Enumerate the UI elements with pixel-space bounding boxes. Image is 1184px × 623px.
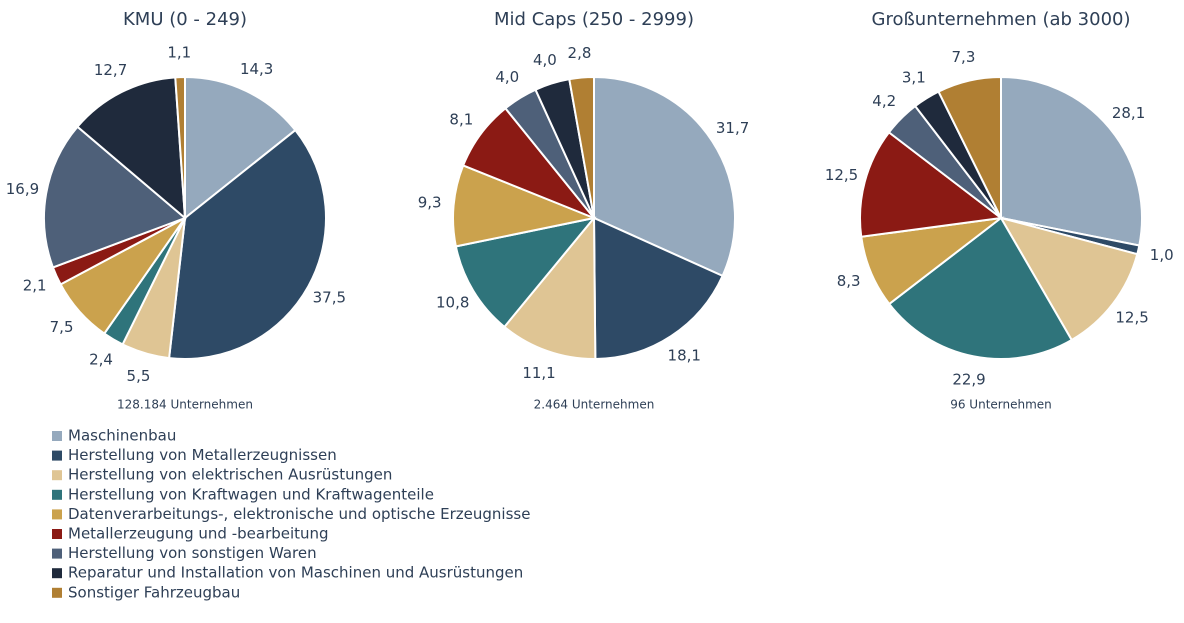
legend-swatch <box>52 450 62 461</box>
legend-swatch <box>52 548 62 559</box>
pie-slice <box>452 164 598 248</box>
pie-slice <box>1000 75 1144 247</box>
data-label: 18,1 <box>668 347 701 365</box>
data-label: 12,7 <box>94 61 127 79</box>
pie-slice <box>568 75 595 219</box>
data-label: 9,3 <box>418 194 442 212</box>
data-label: 7,3 <box>952 48 976 66</box>
pie-slice <box>76 76 187 221</box>
legend-label: Herstellung von Metallerzeugnissen <box>68 446 337 464</box>
chart-note: 2.464 Unternehmen <box>534 398 655 412</box>
legend-label: Herstellung von elektrischen Ausrüstunge… <box>68 466 392 484</box>
legend-label: Maschinenbau <box>68 427 176 445</box>
data-label: 11,1 <box>522 364 555 382</box>
data-label: 31,7 <box>716 119 749 137</box>
pie-slice <box>174 75 186 219</box>
data-label: 1,0 <box>1150 246 1174 264</box>
data-label: 8,1 <box>449 110 473 128</box>
legend-label: Sonstiger Fahrzeugbau <box>68 583 240 601</box>
legend-label: Herstellung von Kraftwagen und Kraftwage… <box>68 485 434 503</box>
legend-label: Datenverarbeitungs-, elektronische und o… <box>68 505 530 523</box>
legend-swatch <box>52 470 62 481</box>
data-label: 7,5 <box>50 318 74 336</box>
legend-swatch <box>52 568 62 579</box>
pie-slice <box>43 125 187 269</box>
chart-title: Mid Caps (250 - 2999) <box>494 9 694 30</box>
legend-swatch <box>52 529 62 539</box>
data-label: 1,1 <box>167 44 191 62</box>
data-label: 2,1 <box>23 276 47 294</box>
legend-label: Metallerzeugung und -bearbeitung <box>68 525 329 543</box>
data-label: 12,5 <box>1115 309 1148 327</box>
data-label: 16,9 <box>6 180 39 198</box>
legend-swatch <box>52 489 62 500</box>
pie-slice <box>167 128 327 360</box>
chart-title: Großunternehmen (ab 3000) <box>872 9 1131 30</box>
data-label: 8,3 <box>837 272 861 290</box>
data-label: 14,3 <box>240 60 273 78</box>
pie-slice <box>592 216 724 361</box>
pie-slice <box>454 216 597 329</box>
pie-slice <box>184 75 297 221</box>
chart-title: KMU (0 - 249) <box>123 9 247 30</box>
pie-slice <box>593 75 736 278</box>
data-label: 28,1 <box>1112 104 1145 122</box>
legend-label: Herstellung von sonstigen Waren <box>68 544 317 562</box>
legend-swatch <box>52 587 62 598</box>
chart-note: 96 Unternehmen <box>950 398 1052 412</box>
legend-swatch <box>52 431 62 441</box>
pie-slice <box>937 75 1002 219</box>
chart-note: 128.184 Unternehmen <box>117 398 253 412</box>
pie-slice <box>887 216 1074 360</box>
data-label: 10,8 <box>436 294 469 312</box>
legend-label: Reparatur und Installation von Maschinen… <box>68 564 523 582</box>
data-label: 3,1 <box>902 68 926 86</box>
legend-swatch <box>52 509 62 520</box>
data-label: 12,5 <box>825 166 858 184</box>
data-label: 37,5 <box>313 288 346 306</box>
data-label: 4,2 <box>872 92 896 110</box>
data-label: 2,4 <box>89 351 113 369</box>
data-label: 4,0 <box>533 51 557 69</box>
data-label: 22,9 <box>952 370 985 388</box>
data-label: 2,8 <box>568 44 592 62</box>
pie-slice <box>502 215 597 360</box>
pie-slice <box>859 130 1004 238</box>
pie-slice <box>998 216 1139 342</box>
data-label: 4,0 <box>495 68 519 86</box>
data-label: 5,5 <box>127 367 151 385</box>
